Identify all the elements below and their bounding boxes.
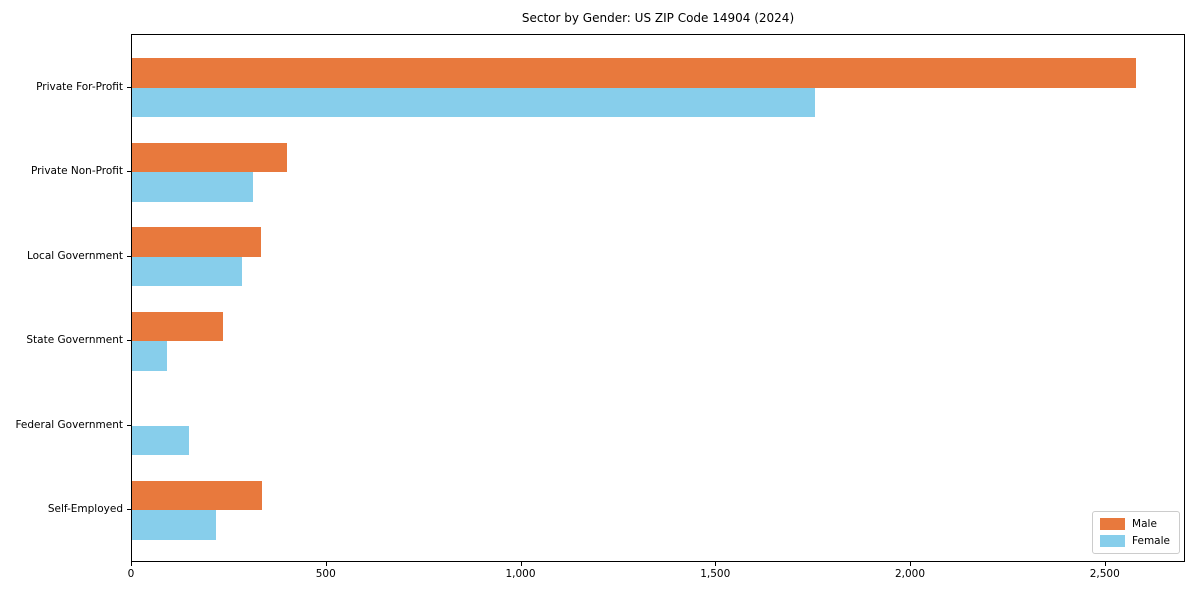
y-tick-mark xyxy=(127,171,131,173)
x-tick-mark xyxy=(325,562,327,566)
bar-male-local-government xyxy=(132,227,261,257)
bar-female-self-employed xyxy=(132,510,217,540)
bar-male-private-for-profit xyxy=(132,58,1136,88)
plot-area xyxy=(131,34,1185,562)
y-tick-label-self-employed: Self-Employed xyxy=(47,503,123,516)
x-tick-mark xyxy=(520,562,522,566)
chart-title: Sector by Gender: US ZIP Code 14904 (202… xyxy=(521,11,795,25)
bar-female-private-non-profit xyxy=(132,172,253,202)
bar-male-self-employed xyxy=(132,480,263,511)
y-tick-label-private-for-profit: Private For-Profit xyxy=(36,80,123,93)
bar-female-local-government xyxy=(132,256,242,287)
legend-swatch-male xyxy=(1100,518,1126,530)
x-tick-label-1500: 1,500 xyxy=(700,568,731,580)
x-tick-label-2000: 2,000 xyxy=(894,568,926,580)
x-tick-mark xyxy=(715,562,717,566)
x-tick-mark xyxy=(1104,562,1106,566)
bar-female-federal-government xyxy=(132,425,189,456)
bar-male-state-government xyxy=(132,311,224,342)
legend: Male Female xyxy=(1092,511,1180,554)
y-tick-label-state-government: State Government xyxy=(26,334,123,347)
x-tick-label-1000: 1,000 xyxy=(505,568,536,580)
y-tick-mark xyxy=(127,424,131,426)
y-tick-mark xyxy=(127,255,131,257)
legend-swatch-female xyxy=(1100,535,1126,547)
bar-male-private-non-profit xyxy=(132,142,288,173)
y-tick-mark xyxy=(127,509,131,511)
x-tick-label-0: 0 xyxy=(127,568,135,580)
y-tick-label-federal-government: Federal Government xyxy=(15,418,123,431)
x-tick-mark xyxy=(131,562,132,566)
y-tick-label-local-government: Local Government xyxy=(26,249,123,262)
bar-female-private-for-profit xyxy=(132,87,815,118)
y-tick-label-private-non-profit: Private Non-Profit xyxy=(30,165,123,178)
x-tick-mark xyxy=(910,562,911,566)
y-tick-mark xyxy=(127,86,131,88)
y-tick-mark xyxy=(127,340,131,342)
legend-label-male: Male xyxy=(1132,518,1157,530)
legend-item-male: Male xyxy=(1100,518,1170,530)
x-tick-label-2500: 2,500 xyxy=(1089,568,1120,580)
legend-label-female: Female xyxy=(1132,535,1170,547)
bar-female-state-government xyxy=(132,341,168,371)
x-tick-label-500: 500 xyxy=(315,568,336,580)
legend-item-female: Female xyxy=(1100,535,1170,547)
